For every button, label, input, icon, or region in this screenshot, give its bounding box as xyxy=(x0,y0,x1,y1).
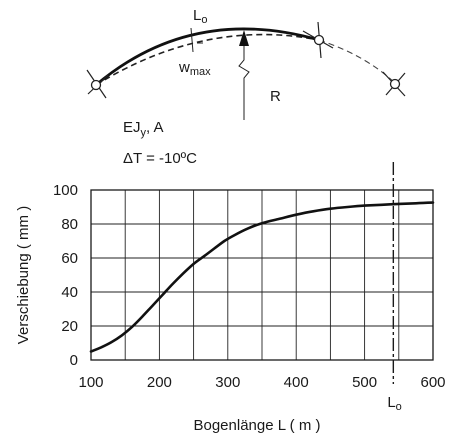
y-tick-label: 40 xyxy=(61,284,78,301)
lo-marker-label: Lo xyxy=(387,394,401,413)
support-left-icon xyxy=(86,69,109,99)
chart: Lo 100 200 300 400 500 600 0 20 40 60 80 100 Bogenl… xyxy=(15,162,446,434)
arc-deformed-dashed xyxy=(95,33,320,86)
stiffness-label: EJy, A xyxy=(123,119,164,139)
radius-label: R xyxy=(270,88,281,105)
y-tick-label: 0 xyxy=(70,352,78,369)
series-layer xyxy=(89,201,435,353)
x-tick-label: 200 xyxy=(147,374,172,391)
tick-labels: 100 200 300 400 500 600 0 20 40 60 80 100 xyxy=(53,182,446,391)
temperature-label: ΔT = -10ºC xyxy=(123,150,197,167)
y-tick-label: 60 xyxy=(61,250,78,267)
arc-continuation-dashed xyxy=(318,39,396,84)
y-tick-label: 100 xyxy=(53,182,78,199)
arch-sketch: Lo wmax R EJy, A ΔT = -10ºC xyxy=(86,7,406,167)
x-tick-label: 500 xyxy=(352,374,377,391)
series-line xyxy=(89,201,435,353)
support-right-icon xyxy=(382,71,406,97)
annotation-layer: Lo xyxy=(387,162,402,413)
x-tick-label: 400 xyxy=(284,374,309,391)
support-middle-icon xyxy=(302,21,334,59)
x-tick-label: 100 xyxy=(78,374,103,391)
x-tick-label: 300 xyxy=(215,374,240,391)
y-tick-label: 20 xyxy=(61,318,78,335)
y-axis-title: Verschiebung ( mm ) xyxy=(15,206,32,344)
grid xyxy=(90,189,434,361)
deflection-label: wmax xyxy=(178,59,211,78)
arc-tick-mark xyxy=(190,27,194,53)
arc-length-label: Lo xyxy=(193,7,207,26)
y-tick-label: 80 xyxy=(61,216,78,233)
x-axis-title: Bogenlänge L ( m ) xyxy=(193,417,320,434)
radius-arrow-icon xyxy=(238,30,250,120)
x-tick-label: 600 xyxy=(420,374,445,391)
arc-original-solid xyxy=(95,27,320,87)
plot-frame xyxy=(90,189,434,361)
